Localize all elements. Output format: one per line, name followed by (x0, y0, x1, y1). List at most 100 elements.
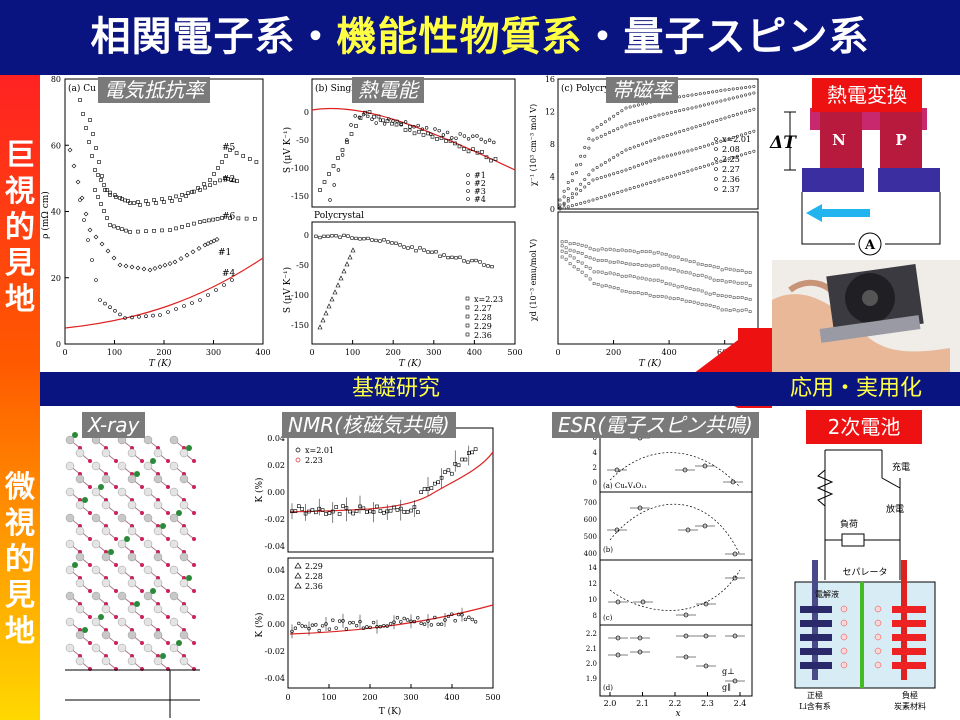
legend-marker (714, 147, 718, 151)
data-point (576, 242, 580, 246)
data-point (108, 305, 112, 310)
data-point (632, 121, 636, 125)
data-point (224, 154, 228, 158)
data-point (558, 207, 562, 211)
data-point (579, 189, 583, 193)
data-point (570, 196, 574, 200)
data-point (752, 129, 756, 133)
atom-v (88, 459, 92, 463)
atom-cu (72, 562, 78, 568)
data-point (580, 252, 584, 255)
data-point (320, 317, 326, 323)
data-point (620, 274, 624, 278)
data-point (715, 89, 719, 93)
data-point (632, 249, 636, 253)
data-point (640, 264, 644, 267)
data-point (395, 119, 399, 123)
data-point (723, 88, 727, 92)
data-point (458, 255, 462, 259)
data-point (719, 139, 723, 143)
chart-b-xtick: 300 (426, 348, 441, 357)
data-point (180, 193, 184, 197)
data-point (696, 288, 700, 292)
chart-esr: 2.0 2.1 2.2 2.3 2.4 6 4 2 0 700 600 500 400 14 12 10 8 2.… (584, 429, 753, 719)
data-point (422, 487, 427, 491)
data-point (327, 627, 332, 631)
delta-t-label: ΔT (769, 133, 797, 153)
data-point (665, 111, 669, 115)
legend-entry: 2.36 (722, 175, 740, 184)
atom-cu (72, 432, 78, 438)
data-point (102, 183, 106, 187)
data-point (748, 92, 752, 96)
data-point (632, 145, 636, 149)
data-point (698, 124, 702, 128)
data-point (457, 144, 462, 149)
data-point (364, 510, 369, 514)
data-point (462, 259, 466, 263)
data-point (719, 89, 723, 93)
nmr-ytick: 0.02 (267, 593, 285, 602)
data-point (656, 263, 660, 267)
data-point (595, 177, 599, 181)
data-point (645, 141, 649, 145)
nmr-xtick: 0 (285, 693, 290, 702)
data-point (334, 505, 339, 509)
data-point (628, 147, 632, 151)
data-point (603, 174, 607, 178)
title-part-functional: 機能性物質系 (336, 14, 583, 60)
data-point (345, 138, 349, 142)
data-point (100, 174, 104, 178)
data-point (664, 252, 668, 256)
data-point (711, 120, 715, 124)
data-point (595, 166, 599, 170)
data-point (739, 111, 743, 115)
charge-label: 充電 (892, 461, 910, 473)
data-point (624, 168, 628, 172)
data-point (192, 189, 196, 194)
chart-b-ytick: -50 (296, 261, 309, 270)
data-point (178, 256, 184, 262)
data-point (628, 249, 632, 253)
data-point (409, 508, 413, 513)
data-point (583, 178, 587, 182)
data-point (620, 248, 624, 252)
data-point (636, 184, 640, 188)
data-point (564, 251, 568, 255)
chart-a-fit-line (64, 257, 264, 329)
data-point (198, 188, 202, 192)
data-point (648, 293, 652, 297)
positive-electrode-label: 正極 (807, 690, 823, 700)
data-point (327, 172, 331, 176)
atom (127, 604, 137, 614)
data-point (580, 261, 584, 265)
atom (153, 552, 163, 562)
data-point (198, 220, 202, 224)
data-point (661, 177, 665, 181)
atom-v (140, 459, 144, 463)
data-point (672, 297, 676, 301)
data-point (112, 224, 116, 229)
data-point (363, 110, 367, 115)
data-point (752, 107, 756, 111)
data-point (296, 504, 301, 508)
nmr-xtick: 300 (403, 693, 418, 702)
data-point (704, 275, 708, 279)
data-point (340, 148, 345, 152)
data-point (412, 619, 417, 624)
title-part-correlated: 相関電子系・ (90, 14, 337, 60)
data-point (740, 269, 744, 273)
data-point (628, 274, 632, 278)
esr-panel-label: (a) CuₓV₄O₁₁ (603, 482, 647, 490)
data-point (648, 278, 652, 282)
data-point (154, 201, 158, 205)
data-point (202, 182, 206, 186)
data-point (669, 153, 673, 157)
data-point (174, 307, 178, 311)
data-point (676, 297, 680, 300)
data-point (385, 624, 389, 628)
esr-xtick: 2.1 (636, 699, 649, 708)
data-point (728, 267, 732, 271)
data-point (591, 168, 595, 172)
legend-entry: #4 (474, 195, 486, 204)
